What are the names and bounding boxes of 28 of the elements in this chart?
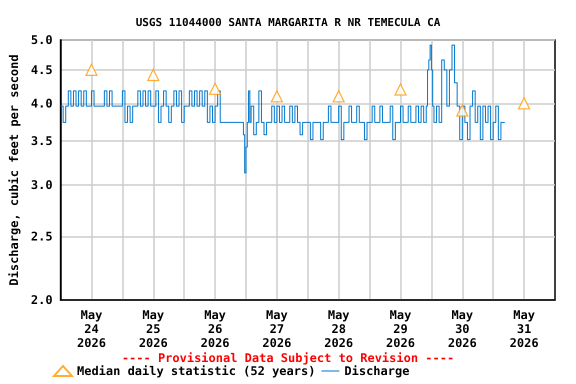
legend-label: Median daily statistic (52 years) <box>77 364 316 378</box>
point <box>394 83 407 96</box>
x-tick-label: May 25 2026 <box>138 308 168 350</box>
x-tick-label: May 26 2026 <box>200 308 230 350</box>
y-axis-title: Discharge, cubic feet per second <box>7 54 21 286</box>
y-tick-label: 2.5 <box>30 230 53 244</box>
point <box>456 104 468 117</box>
point <box>208 82 222 95</box>
legend-label: Discharge <box>344 364 410 378</box>
x-tick-label: May 24 2026 <box>77 308 106 350</box>
point <box>85 64 98 76</box>
x-tick-label: May 27 2026 <box>262 308 292 350</box>
y-tick-label: 3.0 <box>30 178 53 192</box>
point <box>147 68 160 82</box>
chart-title: USGS 11044000 SANTA MARGARITA R NR TEMECULA CA <box>136 16 441 29</box>
x-tick-label: May 28 2026 <box>324 308 354 350</box>
y-tick-label: 2.0 <box>30 293 53 307</box>
x-tick-label: May 30 2026 <box>448 308 477 350</box>
y-tick-label: 5.0 <box>30 33 53 47</box>
y-tick-label: 3.5 <box>30 134 53 148</box>
text: ---- Provisional Data Subject to Revision ---- <box>122 351 454 365</box>
point <box>270 90 283 102</box>
point <box>332 90 345 102</box>
x-tick-label: May 29 2026 <box>386 308 415 350</box>
y-tick-label: 4.5 <box>30 62 53 77</box>
x-tick-label: May 31 2026 <box>510 308 539 350</box>
point <box>518 97 530 110</box>
y-tick-label: 4.0 <box>30 96 53 110</box>
